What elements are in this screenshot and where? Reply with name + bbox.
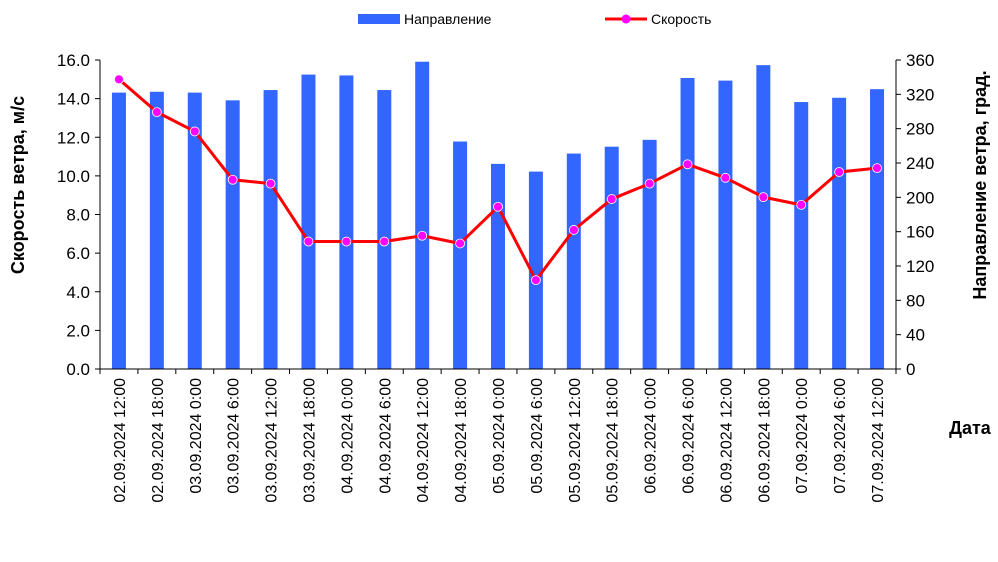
speed-point bbox=[568, 225, 579, 235]
direction-bar bbox=[415, 61, 430, 369]
x-tick-label: 07.09.2024 12:00 bbox=[870, 378, 887, 503]
legend-line-marker bbox=[621, 14, 631, 24]
x-tick-label: 07.09.2024 0:00 bbox=[794, 378, 811, 494]
direction-bar bbox=[832, 97, 847, 370]
left-tick-label: 16.0 bbox=[57, 51, 90, 70]
direction-bar bbox=[263, 90, 278, 370]
x-tick-label: 05.09.2024 12:00 bbox=[567, 378, 584, 503]
direction-bar bbox=[491, 163, 505, 369]
left-tick-label: 2.0 bbox=[66, 321, 90, 340]
right-tick-label: 120 bbox=[906, 257, 934, 276]
left-tick-label: 12.0 bbox=[57, 128, 90, 147]
direction-bar bbox=[794, 102, 809, 369]
direction-bar bbox=[339, 75, 354, 369]
speed-point bbox=[796, 199, 807, 210]
x-tick-label: 05.09.2024 6:00 bbox=[529, 378, 546, 494]
speed-point bbox=[606, 194, 617, 204]
x-axis-ticks: 02.09.2024 12:00 02.09.2024 18:00 03.09.20… bbox=[99, 369, 897, 503]
direction-bar bbox=[756, 65, 771, 370]
right-tick-label: 40 bbox=[906, 326, 925, 345]
left-tick-label: 4.0 bbox=[66, 283, 90, 302]
speed-point bbox=[151, 107, 162, 118]
direction-bar bbox=[642, 139, 657, 369]
speed-point bbox=[189, 126, 200, 137]
direction-bar bbox=[187, 92, 202, 369]
left-tick-label: 6.0 bbox=[66, 244, 90, 263]
x-tick-label: 04.09.2024 18:00 bbox=[453, 378, 470, 503]
left-tick-label: 0.0 bbox=[66, 360, 90, 379]
x-tick-label: 02.09.2024 18:00 bbox=[150, 378, 167, 503]
x-tick-label: 03.09.2024 0:00 bbox=[188, 378, 205, 494]
direction-bar bbox=[718, 80, 733, 369]
right-tick-label: 360 bbox=[906, 51, 934, 70]
right-tick-label: 280 bbox=[906, 120, 934, 139]
speed-point bbox=[379, 236, 390, 247]
direction-bar bbox=[377, 90, 392, 370]
direction-bar bbox=[301, 74, 316, 369]
x-tick-label: 03.09.2024 18:00 bbox=[301, 378, 318, 503]
speed-point bbox=[493, 201, 503, 212]
right-tick-label: 80 bbox=[906, 291, 925, 310]
speed-point bbox=[872, 163, 882, 174]
left-tick-label: 14.0 bbox=[57, 90, 90, 109]
speed-point bbox=[341, 236, 352, 247]
speed-point bbox=[417, 230, 428, 241]
x-tick-label: 02.09.2024 12:00 bbox=[112, 378, 129, 503]
direction-bar bbox=[149, 91, 164, 369]
x-tick-label: 04.09.2024 6:00 bbox=[377, 378, 394, 494]
legend: Направление Скорость bbox=[358, 11, 711, 27]
right-axis-ticks: 0 40 80 120 160 200 240 280 320 360 bbox=[896, 51, 934, 379]
x-tick-label: 03.09.2024 6:00 bbox=[226, 378, 243, 494]
legend-bar-swatch bbox=[358, 14, 400, 24]
direction-bar bbox=[604, 146, 619, 369]
direction-bar bbox=[453, 141, 468, 369]
left-tick-label: 8.0 bbox=[66, 206, 90, 225]
speed-point bbox=[455, 238, 465, 249]
x-tick-label: 03.09.2024 12:00 bbox=[264, 378, 281, 503]
left-axis-ticks: 0.0 2.0 4.0 6.0 8.0 10.0 12.0 14.0 16.0 bbox=[57, 51, 100, 379]
right-tick-label: 320 bbox=[906, 85, 934, 104]
speed-line bbox=[114, 74, 882, 286]
x-tick-label: 05.09.2024 18:00 bbox=[605, 378, 622, 503]
speed-point bbox=[531, 275, 541, 286]
x-tick-label: 05.09.2024 0:00 bbox=[491, 378, 508, 494]
speed-point bbox=[265, 178, 276, 189]
x-tick-label: 06.09.2024 12:00 bbox=[718, 378, 735, 503]
x-tick-label: 06.09.2024 6:00 bbox=[681, 378, 698, 494]
speed-point bbox=[303, 236, 314, 247]
x-tick-label: 06.09.2024 18:00 bbox=[756, 378, 773, 503]
right-tick-label: 200 bbox=[906, 188, 934, 207]
speed-point bbox=[682, 159, 693, 170]
left-axis-title: Скорость ветра, м/с bbox=[8, 96, 28, 274]
x-axis-title: Дата bbox=[949, 418, 992, 438]
legend-bar-label: Направление bbox=[404, 11, 492, 27]
right-axis-title: Направление ветра, град. bbox=[970, 70, 990, 299]
direction-bar bbox=[680, 78, 695, 370]
direction-bar bbox=[870, 89, 885, 369]
legend-line-label: Скорость bbox=[651, 11, 711, 27]
x-tick-label: 07.09.2024 6:00 bbox=[832, 378, 849, 494]
speed-point bbox=[758, 192, 769, 203]
direction-bar bbox=[225, 100, 240, 369]
direction-bar bbox=[111, 92, 126, 369]
right-tick-label: 160 bbox=[906, 223, 934, 242]
direction-bars bbox=[111, 61, 885, 370]
speed-point bbox=[834, 167, 845, 177]
speed-point bbox=[114, 74, 124, 85]
speed-point bbox=[227, 174, 238, 185]
x-tick-label: 04.09.2024 12:00 bbox=[415, 378, 432, 503]
right-tick-label: 240 bbox=[906, 154, 934, 173]
speed-point bbox=[720, 172, 731, 183]
right-tick-label: 0 bbox=[906, 360, 915, 379]
x-tick-label: 06.09.2024 0:00 bbox=[643, 378, 660, 494]
direction-bar bbox=[528, 171, 543, 369]
speed-point bbox=[644, 178, 655, 189]
direction-bar bbox=[566, 153, 581, 369]
x-tick-label: 04.09.2024 0:00 bbox=[339, 378, 356, 494]
left-tick-label: 10.0 bbox=[57, 167, 90, 186]
